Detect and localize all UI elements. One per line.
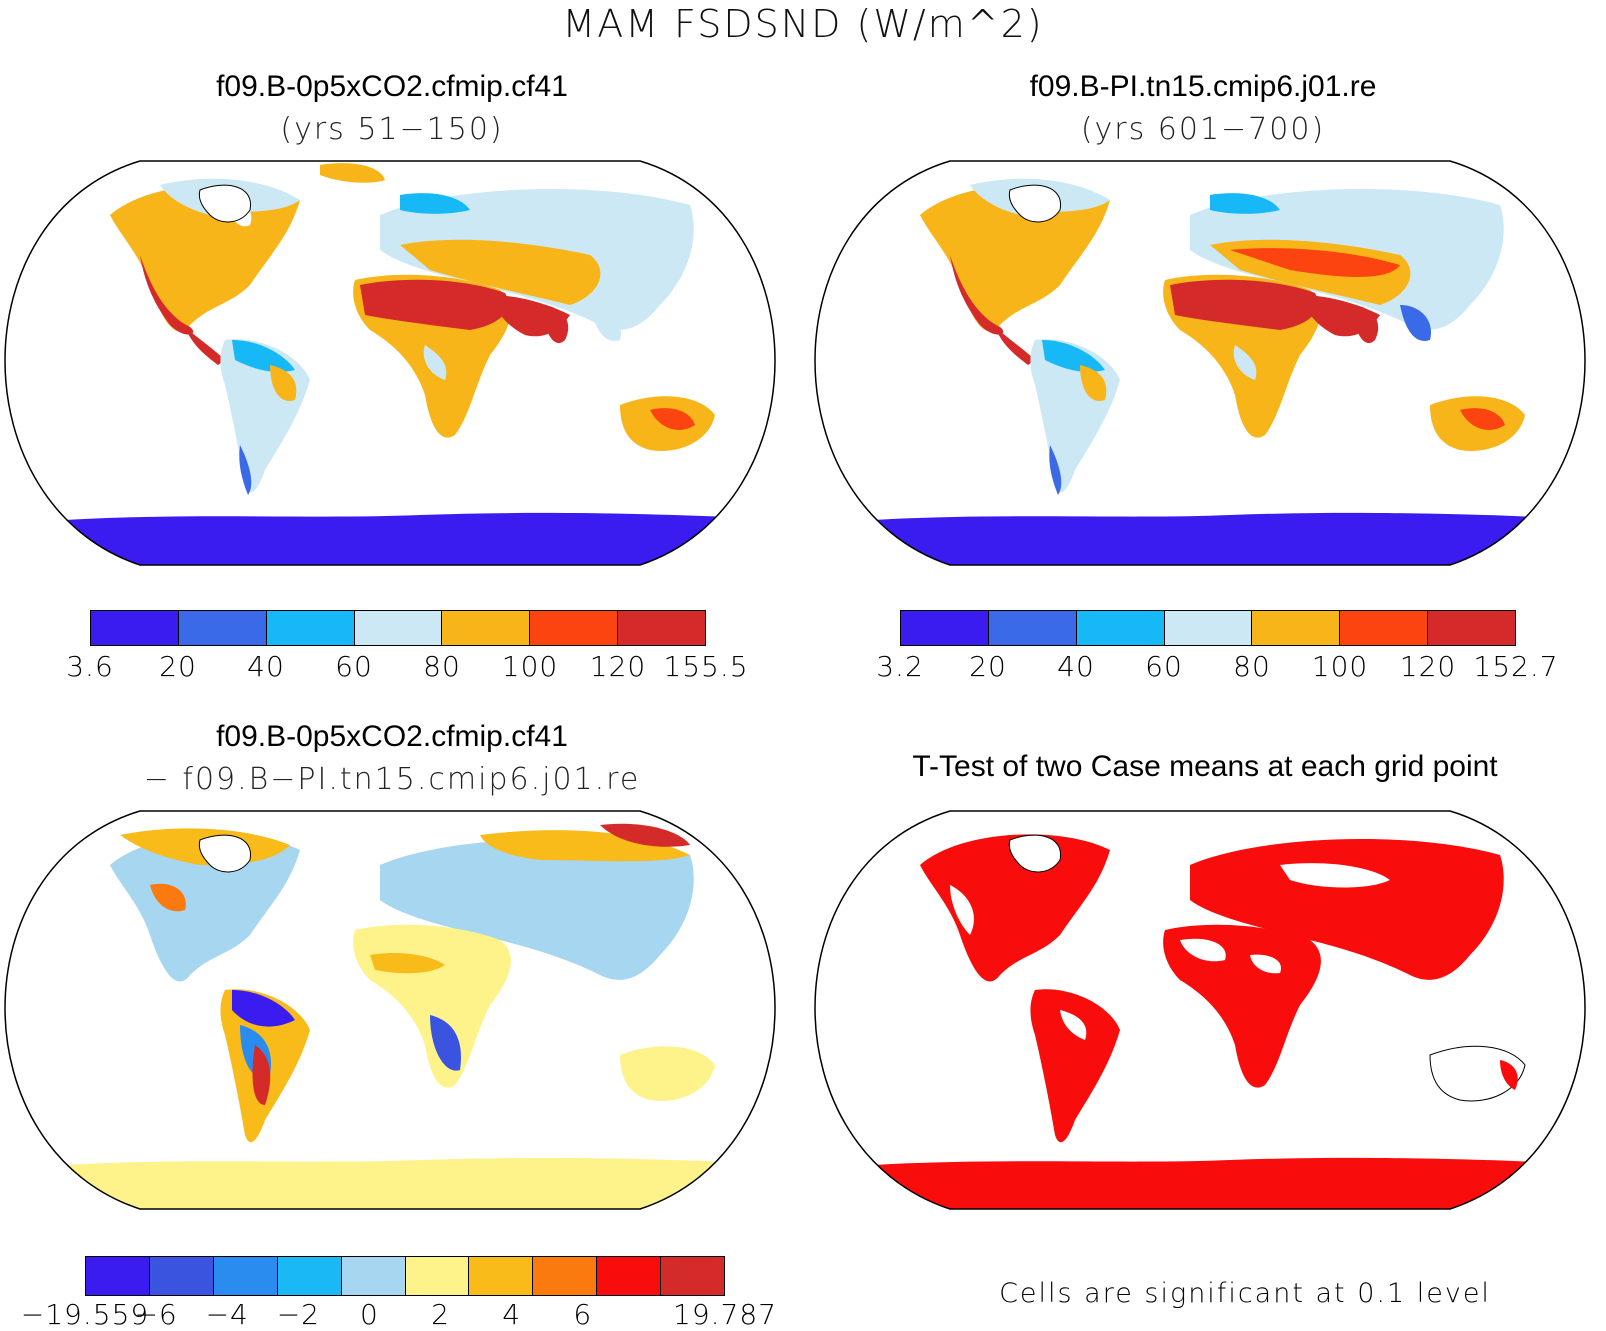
colorbar-tick-label: 4 (502, 1298, 522, 1331)
colorbar-cell (1164, 611, 1253, 645)
colorbar-cell (442, 611, 531, 645)
colorbar-top-right (900, 610, 1516, 646)
colorbar-cell (277, 1257, 342, 1295)
colorbar-top-left (90, 610, 706, 646)
colorbar-cell (901, 611, 989, 645)
colorbar-cell (341, 1257, 406, 1295)
map-top-left (0, 155, 790, 570)
colorbar-tick-label: 40 (247, 650, 285, 683)
colorbar-cell (213, 1257, 278, 1295)
colorbar-cell (1428, 611, 1516, 645)
panel-subtitle-top-left: (yrs 51−150) (280, 112, 504, 147)
colorbar-tick-label: 152.7 (1473, 650, 1559, 683)
colorbar-cell (1076, 611, 1165, 645)
colorbar-cell (178, 611, 267, 645)
colorbar-cell (91, 611, 179, 645)
colorbar-tick-label: 60 (1145, 650, 1183, 683)
colorbar-tick-label: 19.787 (673, 1298, 777, 1331)
colorbar-tick-label: 60 (335, 650, 373, 683)
map-bottom-left (0, 805, 790, 1215)
colorbar-cell (469, 1257, 534, 1295)
colorbar-cell (354, 611, 443, 645)
colorbar-labels-bottom-left: −19.559 −6 −4 −2 0 2 4 6 19.787 (21, 1298, 776, 1331)
colorbar-tick-label: 2 (431, 1298, 450, 1331)
map-top-right (810, 155, 1600, 570)
map-bottom-right (810, 805, 1600, 1215)
colorbar-tick-label: 155.5 (663, 650, 749, 683)
colorbar-bottom-left (85, 1256, 725, 1296)
colorbar-labels-top-right: 3.2 20 40 60 80 100 120 152.7 (876, 650, 1557, 686)
colorbar-tick-label: 100 (1311, 650, 1369, 683)
colorbar-tick-label: −2 (276, 1298, 320, 1331)
colorbar-cell (149, 1257, 214, 1295)
colorbar-cell (405, 1257, 470, 1295)
colorbar-cell (266, 611, 355, 645)
panel-title-top-left: f09.B-0p5xCO2.cfmip.cf41 (216, 70, 568, 103)
colorbar-cell (1340, 611, 1429, 645)
colorbar-cell (597, 1257, 662, 1295)
colorbar-tick-label: 80 (423, 650, 461, 683)
panel-subtitle-bottom-left: − f09.B−PI.tn15.cmip6.j01.re (143, 762, 641, 797)
colorbar-tick-label: −19.559 (20, 1298, 150, 1331)
colorbar-tick-label: 120 (1399, 650, 1457, 683)
colorbar-tick-label: −6 (134, 1298, 178, 1331)
colorbar-tick-label: 20 (969, 650, 1007, 683)
colorbar-tick-label: 100 (501, 650, 559, 683)
colorbar-cell (1252, 611, 1341, 645)
colorbar-tick-label: 120 (589, 650, 647, 683)
panel-title-bottom-right: T-Test of two Case means at each grid po… (912, 750, 1498, 783)
colorbar-labels-top-left: 3.6 20 40 60 80 100 120 155.5 (66, 650, 747, 686)
colorbar-tick-label: 20 (159, 650, 197, 683)
panel-subtitle-top-right: (yrs 601−700) (1080, 112, 1326, 147)
colorbar-tick-label: 80 (1233, 650, 1271, 683)
significance-note: Cells are significant at 0.1 level (999, 1278, 1491, 1309)
colorbar-cell (618, 611, 706, 645)
colorbar-cell (533, 1257, 598, 1295)
colorbar-tick-label: −4 (205, 1298, 249, 1331)
colorbar-tick-label: 3.2 (876, 650, 924, 683)
colorbar-cell (530, 611, 619, 645)
figure-title: MAM FSDSND (W/m^2) (562, 2, 1044, 46)
colorbar-tick-label: 6 (573, 1298, 593, 1331)
colorbar-cell (988, 611, 1077, 645)
panel-title-bottom-left: f09.B-0p5xCO2.cfmip.cf41 (216, 720, 568, 753)
colorbar-cell (86, 1257, 150, 1295)
colorbar-tick-label: 40 (1057, 650, 1095, 683)
colorbar-cell (661, 1257, 725, 1295)
colorbar-tick-label: 3.6 (66, 650, 114, 683)
panel-title-top-right: f09.B-PI.tn15.cmip6.j01.re (1029, 70, 1377, 103)
colorbar-tick-label: 0 (360, 1298, 379, 1331)
